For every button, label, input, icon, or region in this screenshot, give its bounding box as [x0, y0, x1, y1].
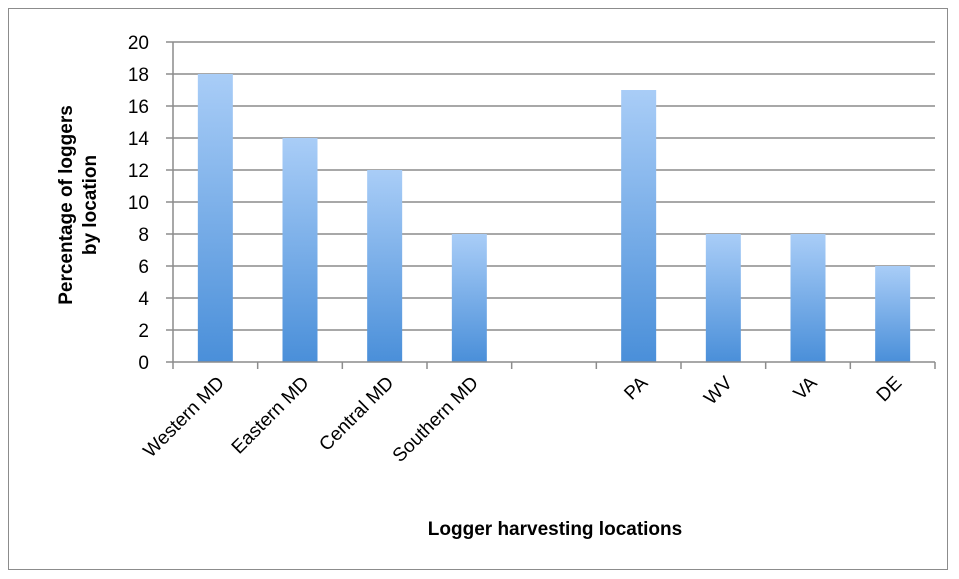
bar — [451, 234, 487, 362]
bars — [197, 74, 911, 362]
y-tick-label: 10 — [128, 193, 149, 214]
y-tick-label: 6 — [138, 257, 149, 278]
x-tick-label: Central MD — [315, 373, 398, 456]
y-tick-label: 4 — [138, 289, 149, 310]
y-tick-label: 18 — [128, 65, 149, 86]
y-tick-label: 2 — [138, 321, 149, 342]
x-axis-title: Logger harvesting locations — [428, 519, 682, 540]
bar — [621, 90, 657, 362]
x-tick-label: Southern MD — [389, 373, 483, 467]
x-tick-label: VA — [790, 372, 822, 404]
y-axis-title-line-2: by location — [80, 155, 101, 255]
x-tick-label: Western MD — [140, 373, 229, 462]
y-tick-labels: 0 2 4 6 8 10 12 14 16 18 20 — [128, 33, 150, 374]
bar — [367, 170, 403, 362]
bar — [875, 266, 911, 362]
bar — [790, 234, 826, 362]
y-tick-label: 14 — [128, 129, 150, 150]
bar — [282, 138, 318, 362]
y-tick-label: 20 — [128, 33, 149, 54]
y-tick-label: 8 — [138, 225, 149, 246]
x-tick-label: Eastern MD — [228, 373, 314, 459]
bar — [705, 234, 741, 362]
y-axis-title: Percentage of loggers by location — [56, 105, 101, 305]
x-tick-label: WV — [700, 372, 737, 409]
y-tick-label: 0 — [138, 353, 149, 374]
x-tick-label: DE — [873, 373, 907, 407]
axes — [172, 42, 936, 369]
bar — [197, 74, 233, 362]
y-tick-label: 12 — [128, 161, 149, 182]
y-tick-label: 16 — [128, 97, 149, 118]
x-tick-label: PA — [620, 372, 652, 404]
y-axis-title-line-1: Percentage of loggers — [56, 105, 77, 305]
